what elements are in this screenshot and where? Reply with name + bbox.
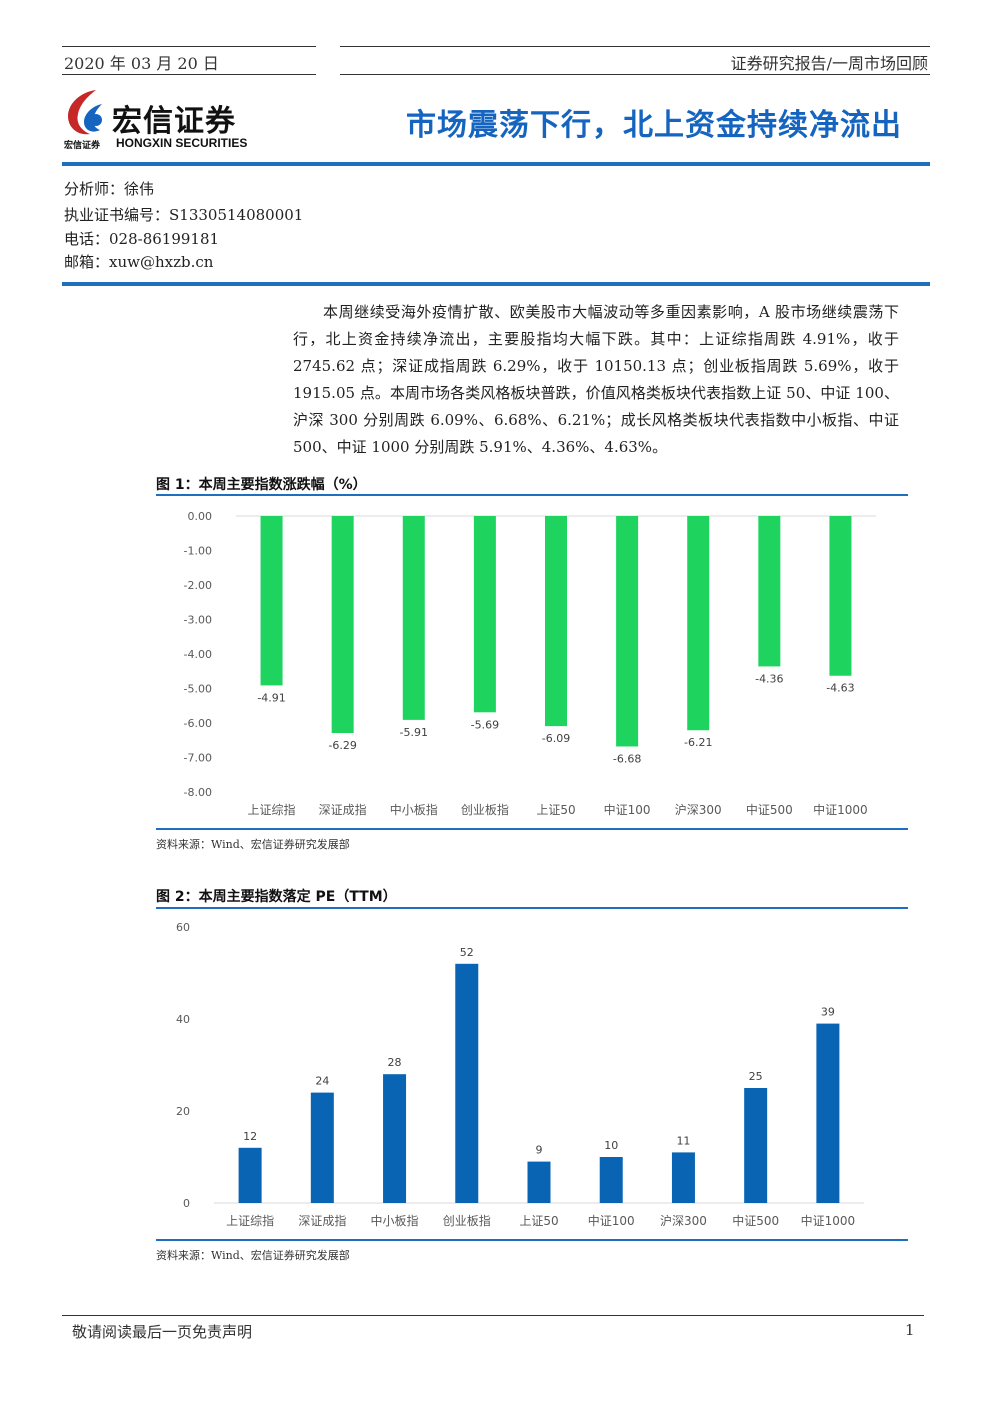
figure2-title: 图 2：本周主要指数落定 PE（TTM） [156, 889, 397, 905]
logo-name-en: HONGXIN SECURITIES [116, 136, 248, 150]
category-label: 上证50 [519, 1214, 558, 1228]
bar [455, 963, 479, 1203]
data-label: 10 [604, 1139, 618, 1152]
data-label: -6.21 [684, 736, 712, 749]
data-label: -6.09 [542, 732, 570, 745]
category-label: 上证综指 [248, 802, 296, 817]
data-label: 25 [749, 1070, 763, 1083]
data-label: -6.68 [613, 752, 641, 765]
figure1-chart: 0.00 -1.00 -2.00 -3.00 -4.00 -5.00 -6.00 -7.00 -… [184, 510, 876, 817]
y-tick-label: -6.00 [184, 717, 212, 730]
data-label: -4.91 [257, 691, 285, 704]
category-label: 中小板指 [371, 1213, 419, 1228]
footer-disclaimer: 敬请阅读最后一页免责声明 [72, 1323, 253, 1341]
y-tick-label: 0.00 [188, 510, 213, 523]
figure2-source: 资料来源：Wind、宏信证券研究发展部 [156, 1249, 350, 1262]
bar [331, 516, 354, 734]
category-label: 中证1000 [813, 802, 868, 817]
figure1-title: 图 1：本周主要指数涨跌幅（%） [156, 477, 367, 493]
category-label: 上证50 [536, 803, 575, 817]
analyst-name: 分析师：徐伟 [64, 180, 155, 198]
figure1-source: 资料来源：Wind、宏信证券研究发展部 [156, 838, 350, 851]
summary-paragraph: 本周继续受海外疫情扩散、欧美股市大幅波动等多重因素影响，A 股市场继续震荡下行，… [293, 303, 899, 456]
y-tick-label: 20 [176, 1105, 190, 1118]
category-label: 创业板指 [461, 802, 509, 817]
bar [260, 516, 283, 686]
y-tick-label: -5.00 [184, 683, 212, 696]
bar [599, 1157, 623, 1203]
data-label: 9 [536, 1144, 543, 1157]
data-label: 52 [460, 946, 474, 959]
y-tick-label: -8.00 [184, 786, 212, 799]
bar [383, 1074, 407, 1203]
hongxin-logo-icon [68, 90, 102, 135]
bar [616, 516, 639, 747]
bar [744, 1088, 768, 1203]
header-rule-left-top [62, 46, 316, 47]
category-label: 深证成指 [319, 802, 367, 817]
analyst-license: 执业证书编号：S1330514080001 [64, 206, 304, 224]
category-label: 创业板指 [443, 1213, 491, 1228]
bar [687, 516, 710, 731]
category-label: 中证1000 [801, 1213, 856, 1228]
header-rule-right-bottom [340, 74, 930, 75]
bar [545, 516, 567, 727]
analyst-phone: 电话：028-86199181 [64, 230, 220, 248]
category-label: 中证100 [604, 802, 651, 817]
data-label: 24 [315, 1075, 329, 1088]
y-tick-label: -1.00 [184, 545, 212, 558]
y-tick-label: -3.00 [184, 614, 212, 627]
category-label: 深证成指 [298, 1213, 346, 1228]
bar [816, 1023, 840, 1203]
report-title: 市场震荡下行，北上资金持续净流出 [406, 108, 902, 143]
info-divider [62, 282, 930, 286]
data-label: 28 [388, 1056, 402, 1069]
category-label: 中证500 [746, 802, 793, 817]
logo-small-cn: 宏信证券 [64, 141, 101, 151]
logo-name-cn: 宏信证券 [112, 104, 236, 139]
bar [238, 1147, 262, 1203]
y-tick-label: 40 [176, 1013, 190, 1026]
data-label: -4.63 [826, 682, 854, 695]
category-label: 中证500 [732, 1213, 779, 1228]
bar [829, 516, 852, 676]
data-label: -5.69 [471, 718, 499, 731]
figure2-bottom-rule [156, 1239, 908, 1241]
title-divider [62, 162, 930, 166]
figure1-bottom-rule [156, 828, 908, 830]
category-label: 沪深300 [660, 1214, 707, 1228]
data-label: 39 [821, 1006, 835, 1019]
header-rule-right-top [340, 46, 930, 47]
data-label: 12 [243, 1130, 257, 1143]
category-label: 中小板指 [390, 802, 438, 817]
footer-rule [62, 1315, 924, 1316]
category-label: 沪深300 [675, 803, 722, 817]
bar [758, 516, 781, 667]
category-label: 上证综指 [226, 1213, 274, 1228]
category-label: 中证100 [588, 1213, 635, 1228]
figure2-chart: 60 40 20 0 12 上证综指 24 深证成指 28 中小板指 52 创业板指 9 上证50 10 中证… [176, 921, 864, 1228]
figure1-top-rule [156, 494, 908, 496]
y-tick-label: -4.00 [184, 648, 212, 661]
data-label: 11 [676, 1134, 690, 1147]
figure2-top-rule [156, 907, 908, 909]
page-number: 1 [905, 1321, 915, 1339]
y-tick-label: 0 [183, 1197, 190, 1210]
header-rule-left-bottom [62, 74, 316, 75]
bar [527, 1161, 551, 1203]
bar [310, 1092, 334, 1203]
data-label: -4.36 [755, 672, 783, 685]
bar [671, 1152, 695, 1203]
report-category: 证券研究报告/一周市场回顾 [730, 54, 928, 73]
bar [402, 516, 425, 720]
y-tick-label: -2.00 [184, 579, 212, 592]
analyst-email: 邮箱：xuw@hxzb.cn [64, 253, 214, 271]
report-date: 2020 年 03 月 20 日 [64, 54, 219, 73]
bar [473, 516, 496, 713]
data-label: -5.91 [400, 726, 428, 739]
y-tick-label: -7.00 [184, 752, 212, 765]
y-tick-label: 60 [176, 921, 190, 934]
data-label: -6.29 [328, 739, 356, 752]
